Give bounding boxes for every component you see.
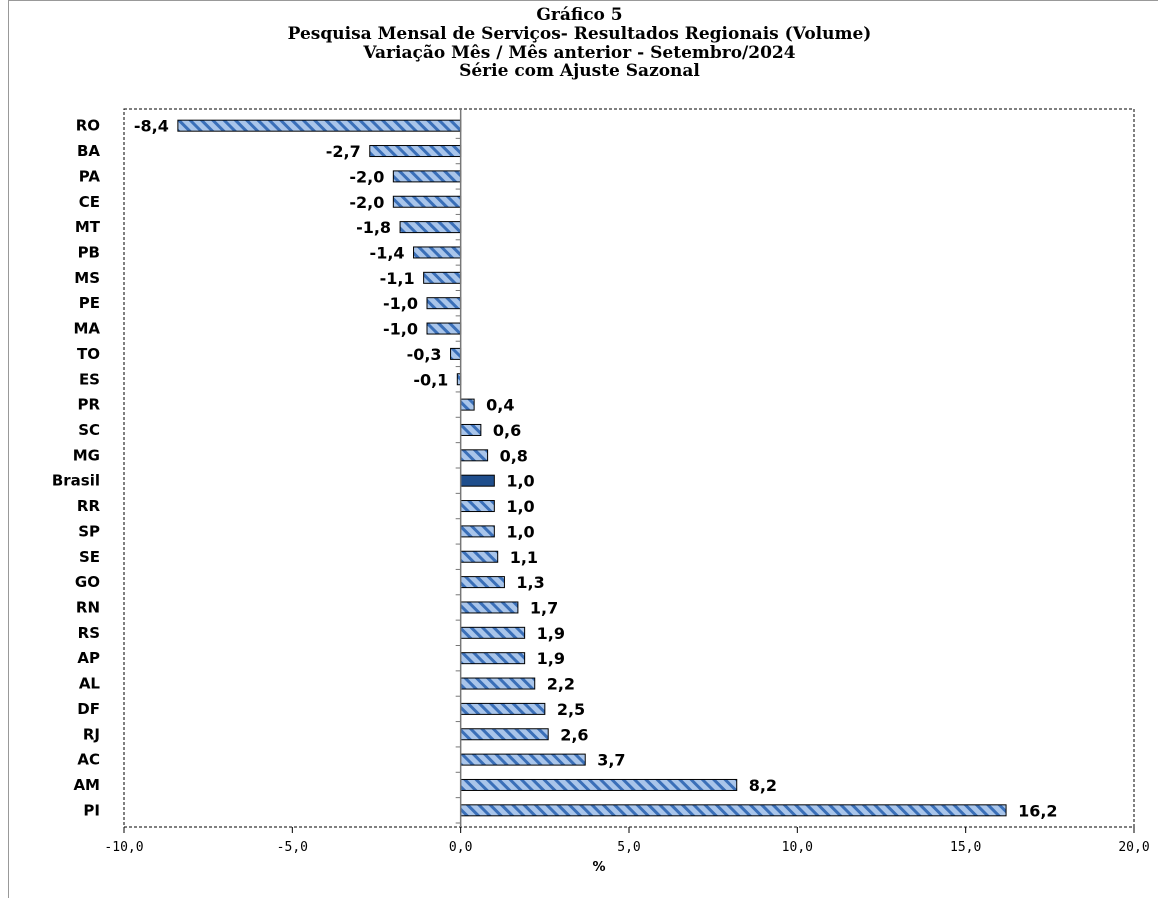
category-label-ms: MS <box>74 269 100 287</box>
x-tick-label: 5,0 <box>617 840 640 855</box>
value-label-se: 1,1 <box>510 548 538 567</box>
bar-sc <box>460 423 482 436</box>
category-label-sp: SP <box>78 522 100 540</box>
bar-pa <box>392 170 462 183</box>
category-label-df: DF <box>77 700 100 718</box>
value-label-df: 2,5 <box>557 700 585 719</box>
value-label-pa: -2,0 <box>349 167 384 186</box>
category-label-go: GO <box>75 573 100 591</box>
category-label-es: ES <box>79 370 100 388</box>
bar-to <box>450 347 462 360</box>
x-tick-label: 10,0 <box>782 840 813 855</box>
category-label-pi: PI <box>83 801 100 819</box>
bar-brasil <box>460 474 495 487</box>
value-label-rs: 1,9 <box>537 624 565 643</box>
bar-mt <box>399 221 462 234</box>
bar-ma <box>426 322 462 335</box>
x-tick-label: -10,0 <box>104 840 143 855</box>
value-label-rj: 2,6 <box>560 725 588 744</box>
bar-se <box>460 550 499 563</box>
category-label-ac: AC <box>77 751 100 769</box>
plot-area-border <box>123 108 1135 828</box>
value-label-ce: -2,0 <box>349 193 384 212</box>
bar-rr <box>460 500 495 513</box>
value-label-ap: 1,9 <box>537 649 565 668</box>
category-label-am: AM <box>73 776 100 794</box>
chart-title-line-1: Gráfico 5 <box>536 5 623 25</box>
value-label-mt: -1,8 <box>356 218 391 237</box>
category-label-ba: BA <box>77 142 100 160</box>
bar-rs <box>460 626 526 639</box>
category-label-pb: PB <box>78 243 100 261</box>
category-label-rs: RS <box>78 624 100 642</box>
chart-title-line-3: Variação Mês / Mês anterior - Setembro/2… <box>363 43 796 63</box>
bar-pb <box>413 246 462 259</box>
bar-pr <box>460 398 475 411</box>
bar-ce <box>392 195 462 208</box>
bar-mg <box>460 449 489 462</box>
value-label-al: 2,2 <box>547 675 575 694</box>
value-label-go: 1,3 <box>516 573 544 592</box>
value-label-pe: -1,0 <box>383 294 418 313</box>
value-label-pr: 0,4 <box>486 396 514 415</box>
bar-rn <box>460 601 519 614</box>
value-label-ba: -2,7 <box>326 142 361 161</box>
chart-title-line-4: Série com Ajuste Sazonal <box>459 61 700 81</box>
category-label-ro: RO <box>76 117 100 135</box>
x-tick-label: -5,0 <box>277 840 308 855</box>
category-label-ap: AP <box>77 649 100 667</box>
category-label-rj: RJ <box>83 725 100 743</box>
value-label-ms: -1,1 <box>380 269 415 288</box>
value-label-ma: -1,0 <box>383 320 418 339</box>
value-label-es: -0,1 <box>413 370 448 389</box>
category-label-mt: MT <box>75 218 101 236</box>
category-label-rn: RN <box>76 598 100 616</box>
category-label-brasil: Brasil <box>52 472 100 490</box>
value-label-sc: 0,6 <box>493 421 521 440</box>
x-tick-label: 15,0 <box>950 840 981 855</box>
x-tick-label: 0,0 <box>449 840 472 855</box>
category-label-se: SE <box>79 548 100 566</box>
category-label-to: TO <box>77 345 100 363</box>
bar-rj <box>460 728 549 741</box>
category-label-ce: CE <box>79 193 100 211</box>
x-axis-title: % <box>592 860 605 875</box>
value-label-rr: 1,0 <box>506 497 534 516</box>
category-label-al: AL <box>79 675 101 693</box>
category-label-pe: PE <box>79 294 100 312</box>
bar-al <box>460 677 536 690</box>
bar-ms <box>423 271 462 284</box>
value-label-am: 8,2 <box>749 776 777 795</box>
bar-ro <box>177 119 462 132</box>
bar-df <box>460 702 546 715</box>
value-label-pi: 16,2 <box>1018 801 1057 820</box>
chart-frame <box>8 0 1158 898</box>
bar-pe <box>426 297 462 310</box>
category-label-ma: MA <box>73 320 100 338</box>
bar-ap <box>460 652 526 665</box>
bar-ac <box>460 753 586 766</box>
value-label-pb: -1,4 <box>370 243 405 262</box>
category-label-sc: SC <box>78 421 100 439</box>
value-label-ac: 3,7 <box>597 751 625 770</box>
value-label-ro: -8,4 <box>134 117 169 136</box>
value-label-to: -0,3 <box>407 345 442 364</box>
bar-am <box>460 778 738 791</box>
category-label-rr: RR <box>77 497 101 515</box>
x-tick-label: 20,0 <box>1118 840 1149 855</box>
bar-ba <box>369 145 462 158</box>
bar-go <box>460 576 505 589</box>
chart-title-line-2: Pesquisa Mensal de Serviços- Resultados … <box>287 24 872 44</box>
category-label-pa: PA <box>79 167 101 185</box>
category-label-pr: PR <box>77 396 100 414</box>
value-label-rn: 1,7 <box>530 598 558 617</box>
bar-sp <box>460 525 495 538</box>
category-label-mg: MG <box>73 446 100 464</box>
value-label-brasil: 1,0 <box>506 472 534 491</box>
value-label-mg: 0,8 <box>500 446 528 465</box>
value-label-sp: 1,0 <box>506 522 534 541</box>
bar-pi <box>460 804 1007 817</box>
